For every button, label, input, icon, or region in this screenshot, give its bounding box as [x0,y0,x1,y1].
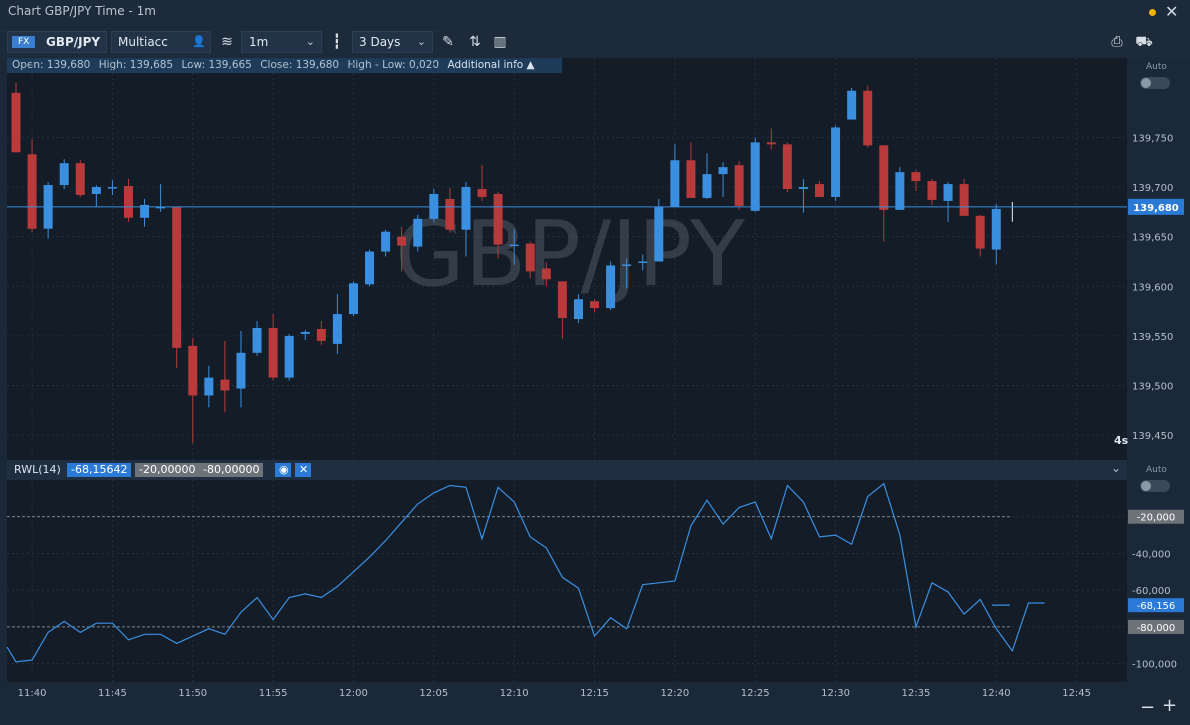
indicator-chart-area[interactable] [7,480,1127,682]
timeframe-selector[interactable]: 1m ⌄ [241,31,322,53]
instrument-type-badge: FX [12,36,36,48]
close-value: Close: 139,680 [260,59,340,71]
auto-scale-toggle[interactable] [1140,77,1170,89]
time-axis [7,682,1127,704]
indicator-value-pill: -68,15642 [67,463,132,477]
auto-scale-label: Auto [1146,62,1167,72]
close-indicator-icon[interactable]: ✕ [295,463,311,477]
account-icon: 👤 [192,35,206,48]
zoom-in-icon[interactable]: + [1162,695,1178,716]
template-icon[interactable]: ▥ [493,34,507,50]
basket-icon[interactable]: ⛟ [1135,34,1153,50]
price-chart-area[interactable] [7,58,1127,460]
indicator-header: RWL(14) -68,15642 -20,00000 -80,00000 ◉ … [7,460,1127,480]
indicator-lower-pill: -80,00000 [199,463,264,477]
draw-pencil-icon[interactable]: ✎ [442,34,454,50]
open-value: Open: 139,680 [12,59,91,71]
high-low-value: High - Low: 0,020 [347,59,440,71]
indicator-auto-scale-label: Auto [1146,465,1167,475]
chevron-down-icon: ⌄ [305,35,315,48]
price-axis [1128,58,1190,460]
instrument-label: GBP/JPY [46,35,101,49]
status-dot-icon [1149,9,1156,16]
title-bar: Chart GBP/JPY Time - 1m ✕ [0,0,1190,26]
indicator-name: RWL(14) [14,463,61,476]
window-title: Chart GBP/JPY Time - 1m [8,4,156,18]
zoom-out-icon[interactable]: − [1140,697,1156,718]
indicator-axis [1128,480,1190,682]
timeframe-label: 1m [249,35,269,49]
account-selector[interactable]: Multiacc 👤 [111,31,211,53]
toolbar: FX GBP/JPY Multiacc 👤 ≋ 1m ⌄ ┇ 3 Days ⌄ … [0,28,1190,58]
compare-icon[interactable]: ≋ [221,34,233,50]
eye-icon[interactable]: ◉ [275,463,291,477]
chart-type-icon[interactable]: ┇ [332,34,342,50]
ohlc-info-bar: Open: 139,680 High: 139,685 Low: 139,665… [7,58,562,73]
close-icon[interactable]: ✕ [1165,2,1179,21]
range-selector[interactable]: 3 Days ⌄ [352,31,433,53]
indicator-upper-pill: -20,00000 [135,463,200,477]
instrument-selector[interactable]: FX GBP/JPY [7,31,107,53]
order-icon[interactable]: ⎙ [1111,34,1123,50]
indicator-auto-scale-toggle[interactable] [1140,480,1170,492]
account-label: Multiacc [118,35,168,49]
low-value: Low: 139,665 [181,59,252,71]
additional-info-toggle[interactable]: Additional info ▲ [447,59,535,71]
range-label: 3 Days [359,35,401,49]
collapse-chevron-icon[interactable]: ⌄ [1111,461,1122,475]
indicators-icon[interactable]: ⇅ [469,34,481,50]
chevron-down-icon: ⌄ [416,35,426,48]
high-value: High: 139,685 [98,59,174,71]
